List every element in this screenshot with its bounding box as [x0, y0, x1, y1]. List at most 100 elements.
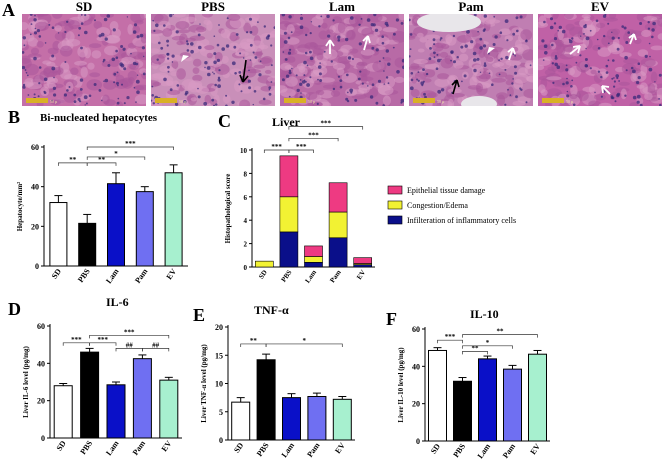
cell-texture [398, 14, 404, 21]
bar-segment [304, 262, 323, 268]
cell-texture [258, 99, 272, 105]
cell-texture [280, 88, 296, 98]
nucleus-dot [611, 31, 613, 33]
cell-texture [414, 71, 427, 80]
cell-texture [195, 26, 207, 33]
cell-texture [564, 14, 574, 20]
nucleus-dot [299, 16, 304, 20]
nucleus-dot [647, 27, 651, 30]
nucleus-dot [231, 100, 235, 105]
cell-texture [220, 29, 231, 39]
nucleus-dot [632, 95, 637, 100]
nucleus-dot [615, 74, 619, 78]
y-tick-label: 40 [31, 183, 39, 192]
nucleus-dot [83, 95, 88, 100]
nucleus-dot [51, 54, 55, 58]
nucleus-dot [163, 77, 167, 82]
y-tick-label: 20 [215, 323, 223, 332]
nucleus-dot [79, 100, 82, 103]
nucleus-dot [79, 78, 84, 82]
cell-texture [89, 72, 101, 78]
scale-label: 50 µ [308, 99, 316, 104]
cell-texture [65, 31, 75, 43]
cell-texture [650, 45, 662, 51]
cell-texture [221, 55, 229, 64]
cell-texture [504, 35, 514, 42]
nucleus-dot [112, 28, 116, 32]
nucleus-dot [143, 55, 145, 58]
nucleus-dot [339, 85, 343, 89]
cell-texture [597, 47, 612, 57]
nucleus-dot [515, 16, 519, 20]
cell-texture [637, 49, 649, 57]
nucleus-dot [214, 83, 217, 87]
cell-texture [382, 95, 391, 106]
nucleus-dot [84, 30, 88, 35]
cell-texture [557, 28, 564, 41]
nucleus-dot [605, 64, 609, 68]
nucleus-dot [400, 98, 404, 103]
cell-texture [546, 76, 562, 81]
y-tick-label: 20 [31, 222, 39, 231]
nucleus-dot [492, 43, 496, 46]
cell-texture [190, 97, 198, 102]
nucleus-dot [610, 95, 614, 98]
x-tick-label: Lam [280, 441, 297, 460]
nucleus-dot [33, 93, 36, 96]
bar-segment [353, 263, 373, 265]
cell-texture [50, 68, 58, 74]
cell-texture [204, 45, 215, 51]
cell-texture [227, 14, 241, 21]
nucleus-dot [409, 33, 413, 36]
nucleus-dot [639, 103, 643, 106]
nucleus-dot [310, 21, 313, 23]
nucleus-dot [238, 83, 241, 86]
tile-title-pbs: PBS [201, 0, 225, 14]
nucleus-dot [603, 34, 606, 38]
cell-texture [337, 22, 346, 34]
cell-texture [108, 58, 120, 67]
nucleus-dot [136, 35, 140, 39]
cell-texture [650, 71, 658, 84]
y-axis-label: Liver IL-10 level (pg/mg) [397, 347, 405, 423]
nucleus-dot [512, 78, 514, 80]
nucleus-dot [291, 67, 293, 70]
y-tick-label: 4 [244, 217, 248, 225]
nucleus-dot [270, 81, 273, 83]
nucleus-dot [270, 44, 273, 47]
cell-texture [75, 89, 83, 98]
nucleus-dot [33, 18, 37, 22]
nucleus-dot [551, 62, 554, 65]
cell-texture [360, 73, 368, 84]
bar [53, 385, 73, 439]
x-tick-label: PBS [255, 441, 271, 459]
nucleus-dot [369, 95, 374, 99]
nucleus-dot [273, 26, 275, 29]
legend-label: Congestion/Edema [407, 201, 468, 210]
cell-texture [417, 48, 425, 53]
y-tick-label: 60 [37, 322, 45, 331]
nucleus-dot [304, 80, 307, 83]
cell-texture [594, 93, 606, 101]
nucleus-dot [511, 82, 514, 85]
nucleus-dot [370, 23, 374, 27]
bar-segment [328, 182, 348, 213]
nucleus-dot [171, 61, 174, 63]
nucleus-dot [288, 15, 292, 19]
cell-texture [285, 76, 298, 87]
nucleus-dot [436, 53, 439, 56]
nucleus-dot [204, 66, 206, 69]
nucleus-dot [240, 90, 243, 93]
cell-texture [619, 52, 632, 58]
nucleus-dot [25, 72, 28, 74]
nucleus-dot [213, 72, 215, 75]
cell-texture [657, 33, 662, 40]
nucleus-dot [552, 81, 555, 84]
nucleus-dot [218, 69, 221, 72]
nucleus-dot [102, 58, 106, 62]
cell-texture [269, 30, 275, 38]
nucleus-dot [381, 41, 385, 45]
nucleus-dot [566, 77, 568, 80]
nucleus-dot [506, 39, 509, 42]
nucleus-dot [504, 19, 509, 23]
